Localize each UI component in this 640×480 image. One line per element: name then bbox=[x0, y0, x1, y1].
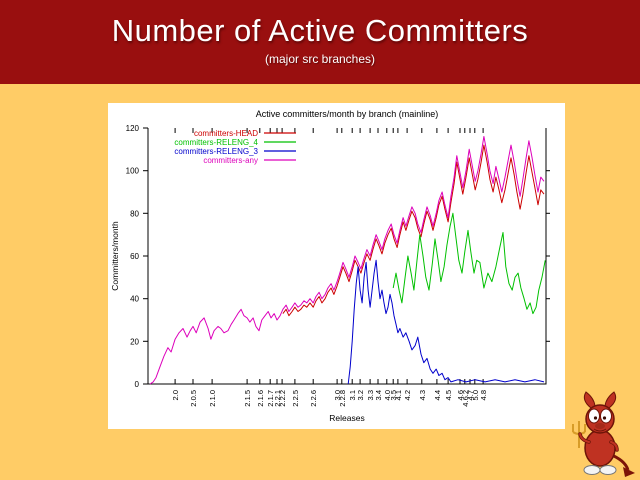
x-tick-label: 3.5 bbox=[389, 390, 398, 400]
y-tick-label: 20 bbox=[130, 337, 139, 346]
daemon-snout bbox=[595, 423, 605, 429]
legend-label: committers-HEAD bbox=[194, 129, 258, 138]
legend-label: committers-RELENG_3 bbox=[174, 147, 258, 156]
y-tick-label: 100 bbox=[126, 167, 140, 176]
legend-label: committers-any bbox=[203, 156, 258, 165]
x-tick-label: 2.0 bbox=[171, 390, 180, 400]
x-tick-label: 4.4 bbox=[433, 390, 442, 400]
x-axis-label: Releases bbox=[329, 413, 364, 423]
x-tick-label: 4.7 bbox=[466, 390, 475, 400]
daemon-eye-left bbox=[588, 408, 600, 424]
daemon-arm-right-fill bbox=[610, 441, 618, 451]
bsd-daemon-mascot bbox=[567, 390, 637, 478]
x-tick-label: 4.5 bbox=[444, 390, 453, 400]
y-tick-label: 60 bbox=[130, 252, 139, 261]
x-tick-label: 4.6 bbox=[456, 390, 465, 400]
chart-panel: Active committers/month by branch (mainl… bbox=[108, 103, 565, 429]
slide-subtitle: (major src branches) bbox=[264, 52, 376, 66]
x-tick-label: 3.4 bbox=[374, 390, 383, 400]
daemon-sneaker-left bbox=[583, 465, 601, 475]
daemon-arm-left-fill bbox=[579, 433, 590, 443]
header-bar: Number of Active Committers (major src b… bbox=[0, 0, 640, 84]
daemon-eye-right bbox=[600, 408, 612, 424]
x-tick-label: 2.1.6 bbox=[256, 390, 265, 407]
x-tick-label: 3.3 bbox=[366, 390, 375, 400]
y-axis-label: Committers/month bbox=[110, 221, 120, 291]
x-tick-label: 2.2.8 bbox=[338, 390, 347, 407]
x-tick-label: 2.1.5 bbox=[243, 390, 252, 407]
x-tick-label: 4.6.2 bbox=[461, 390, 470, 407]
daemon-tail-tip bbox=[623, 467, 635, 477]
x-tick-label: 4.0 bbox=[383, 390, 392, 400]
daemon-smile bbox=[593, 428, 607, 432]
x-tick-label: 4.1 bbox=[394, 390, 403, 400]
series-committers-HEAD bbox=[282, 144, 545, 317]
x-tick-label: 2.0.5 bbox=[189, 390, 198, 407]
y-tick-label: 120 bbox=[126, 124, 140, 133]
legend-label: committers-RELENG_4 bbox=[174, 138, 258, 147]
slide-title: Number of Active Committers bbox=[111, 13, 529, 48]
daemon-pupil-right bbox=[602, 416, 607, 420]
daemon-horn-left bbox=[583, 391, 596, 409]
plot-border bbox=[147, 128, 547, 385]
x-tick-label: 2.1.0 bbox=[208, 390, 217, 407]
x-tick-label: 3.0 bbox=[333, 390, 342, 400]
x-tick-label: 2.2.2 bbox=[278, 390, 287, 407]
x-tick-label: 2.1.7 bbox=[266, 390, 275, 407]
x-tick-label: 3.1 bbox=[348, 390, 357, 400]
x-tick-label: 2.2.6 bbox=[309, 390, 318, 407]
daemon-pupil-left bbox=[593, 416, 598, 420]
y-tick-label: 80 bbox=[130, 209, 139, 218]
x-tick-label: 5.0 bbox=[471, 390, 480, 400]
series-committers-RELENG_3 bbox=[347, 259, 545, 385]
x-tick-label: 2.2.1 bbox=[273, 390, 282, 407]
series-committers-any bbox=[149, 136, 545, 385]
series-committers-RELENG_4 bbox=[392, 212, 546, 315]
committers-chart: Active committers/month by branch (mainl… bbox=[110, 109, 550, 423]
y-tick-label: 40 bbox=[130, 295, 139, 304]
x-tick-label: 2.2.5 bbox=[291, 390, 300, 407]
x-tick-label: 4.8 bbox=[479, 390, 488, 400]
daemon-horn-right bbox=[604, 391, 617, 409]
daemon-body bbox=[584, 429, 616, 467]
y-tick-label: 0 bbox=[135, 380, 140, 389]
x-tick-label: 4.3 bbox=[418, 390, 427, 400]
x-tick-label: 3.2 bbox=[356, 390, 365, 400]
daemon-sneaker-right bbox=[599, 465, 617, 475]
x-tick-label: 4.2 bbox=[403, 390, 412, 400]
chart-title: Active committers/month by branch (mainl… bbox=[256, 109, 439, 119]
